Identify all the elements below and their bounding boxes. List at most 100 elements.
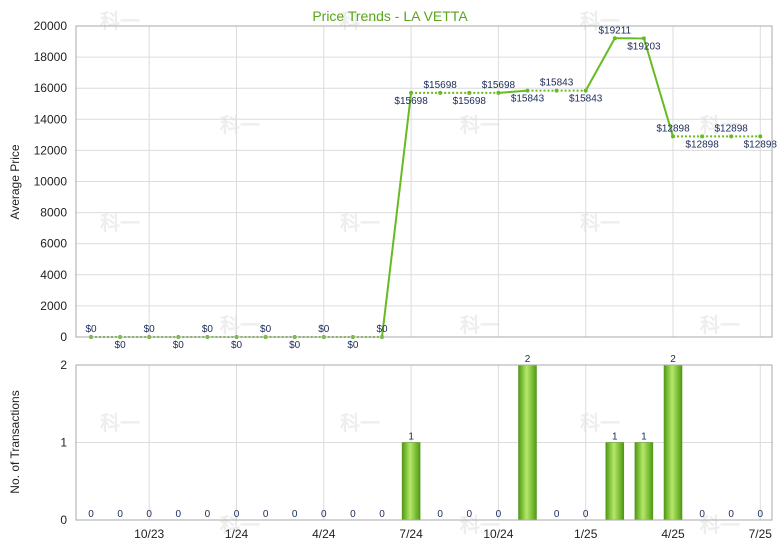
transaction-bar xyxy=(605,442,625,521)
watermark-text: 科一 xyxy=(580,9,620,33)
x-axis-ticks: 10/23 1/24 4/24 7/24 10/24 1/25 4/25 7/25 xyxy=(134,527,772,541)
watermark-text: 科一 xyxy=(220,313,260,337)
transaction-y-tick-label: 2 xyxy=(60,358,67,372)
price-y-tick-label: 0 xyxy=(60,330,67,344)
watermark-text: 科一 xyxy=(700,513,740,537)
x-tick-label: 7/25 xyxy=(749,527,773,541)
price-point xyxy=(409,90,414,95)
x-tick-label: 4/25 xyxy=(661,527,685,541)
transaction-bar-label: 0 xyxy=(379,509,385,520)
watermark-text: 科一 xyxy=(340,9,380,33)
x-tick-label: 7/24 xyxy=(399,527,423,541)
transaction-bar-label: 0 xyxy=(205,509,211,520)
price-point-label: $15698 xyxy=(394,96,428,107)
transaction-bars xyxy=(401,364,683,521)
transaction-bar-label: 1 xyxy=(641,432,647,443)
price-point-label: $0 xyxy=(289,340,301,351)
price-y-tick-label: 10000 xyxy=(34,175,68,189)
watermark-text: 科一 xyxy=(700,113,740,137)
price-point xyxy=(671,134,675,139)
price-point-label: $12898 xyxy=(744,139,778,150)
transaction-bar-label: 0 xyxy=(496,509,502,520)
transaction-bar-label: 0 xyxy=(467,509,473,520)
watermark-text: 科一 xyxy=(460,313,500,337)
price-y-tick-label: 4000 xyxy=(40,268,67,282)
price-point xyxy=(758,134,763,139)
transaction-bar xyxy=(518,364,537,521)
x-tick-label: 1/24 xyxy=(225,527,249,541)
watermark-text: 科一 xyxy=(220,513,260,537)
transaction-y-tick-label: 0 xyxy=(60,513,67,527)
x-tick-label: 10/23 xyxy=(134,527,164,541)
price-point xyxy=(467,90,472,95)
price-y-tick-label: 12000 xyxy=(34,143,68,157)
chart-title: Price Trends - LA VETTA xyxy=(312,8,468,24)
price-point-label: $15698 xyxy=(453,96,487,107)
watermark-text: 科一 xyxy=(700,313,740,337)
transaction-bar-label: 0 xyxy=(234,509,240,520)
price-point-label: $0 xyxy=(173,340,185,351)
transaction-bar-label: 0 xyxy=(728,509,734,520)
transaction-bar-label: 0 xyxy=(758,509,764,520)
price-y-axis-label: Average Price xyxy=(8,144,22,219)
price-point xyxy=(438,90,443,95)
transaction-bar-label: 0 xyxy=(554,509,560,520)
price-point-label: $0 xyxy=(260,324,272,335)
transaction-y-tick-label: 1 xyxy=(60,436,67,450)
price-plot-grid xyxy=(76,25,772,338)
watermark-text: 科一 xyxy=(100,9,140,33)
price-point xyxy=(612,36,617,41)
transaction-bar-label: 1 xyxy=(612,432,618,443)
x-tick-label: 4/24 xyxy=(312,527,336,541)
transaction-y-axis-label: No. of Transactions xyxy=(8,390,22,493)
transaction-bar-label: 1 xyxy=(408,432,414,443)
transaction-bar-label: 0 xyxy=(699,509,705,520)
price-y-tick-label: 2000 xyxy=(40,299,67,313)
price-point xyxy=(641,36,646,41)
price-point-label: $12898 xyxy=(685,139,719,150)
price-point xyxy=(729,134,734,139)
price-y-ticks: 0 2000 4000 6000 8000 10000 12000 14000 16000 180… xyxy=(34,19,68,344)
price-line-segment xyxy=(584,37,616,92)
transaction-bar-label: 0 xyxy=(263,509,269,520)
watermark-text: 科一 xyxy=(580,411,620,435)
price-point xyxy=(525,88,530,93)
transaction-bar-label: 0 xyxy=(176,509,182,520)
price-point-label: $15698 xyxy=(482,80,516,91)
transaction-bar-label: 2 xyxy=(670,354,676,365)
transaction-bar-label: 0 xyxy=(437,509,443,520)
transaction-bar-label: 0 xyxy=(292,509,298,520)
price-y-tick-label: 8000 xyxy=(40,206,67,220)
transaction-bar-label: 0 xyxy=(583,509,589,520)
price-line-segment xyxy=(642,38,674,137)
price-y-tick-label: 14000 xyxy=(34,112,68,126)
transaction-bar-labels: 0 0 0 0 0 0 0 0 0 0 0 1 0 0 0 2 0 0 1 1 2 0 0 0 xyxy=(88,354,763,520)
transaction-bar-label: 0 xyxy=(117,509,123,520)
transaction-bar-label: 2 xyxy=(525,354,531,365)
price-point xyxy=(496,90,501,95)
watermark-text: 科一 xyxy=(460,513,500,537)
watermark-text: 科一 xyxy=(460,113,500,137)
price-point-label: $0 xyxy=(318,324,330,335)
watermark-text: 科一 xyxy=(220,113,260,137)
price-point-label: $19203 xyxy=(627,41,661,52)
price-plot-frame xyxy=(75,25,773,338)
watermark-text: 科一 xyxy=(580,211,620,235)
price-line-segment xyxy=(381,92,413,338)
x-tick-label: 10/24 xyxy=(483,527,513,541)
price-point-label: $0 xyxy=(144,324,156,335)
price-point-label: $15843 xyxy=(569,94,603,105)
transaction-bar-label: 0 xyxy=(350,509,356,520)
price-y-tick-label: 16000 xyxy=(34,81,68,95)
price-y-tick-label: 18000 xyxy=(34,50,68,64)
price-y-tick-label: 6000 xyxy=(40,237,67,251)
x-tick-label: 1/25 xyxy=(574,527,598,541)
transaction-bar xyxy=(634,442,654,521)
price-point xyxy=(700,134,705,139)
price-point-label: $0 xyxy=(347,340,359,351)
price-point-labels: $0 $0 $0 $0 $0 $0 $0 $0 $0 $0 $0 $15698 $15698 $15698… xyxy=(85,25,777,351)
price-point-label: $15843 xyxy=(511,94,545,105)
price-point-label: $0 xyxy=(85,324,97,335)
